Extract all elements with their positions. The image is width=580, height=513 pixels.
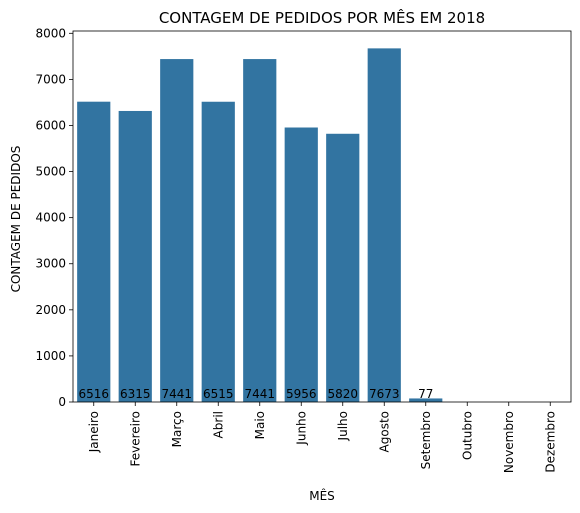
y-tick-label: 0 xyxy=(58,395,66,409)
data-label: 7441 xyxy=(161,387,192,401)
x-tick-label: Fevereiro xyxy=(128,411,142,467)
x-tick-label: Agosto xyxy=(377,411,391,452)
bar-julho xyxy=(326,133,360,402)
bar-fevereiro xyxy=(118,110,152,402)
x-tick-label: Julho xyxy=(336,411,350,441)
plot-area: 6516 6315 7441 6515 7441 5956 5820 7673 77 0 1000 2… xyxy=(35,26,572,473)
data-label: 6516 xyxy=(78,387,109,401)
bar-agosto xyxy=(367,48,401,402)
y-tick-label: 7000 xyxy=(35,72,66,86)
chart-title: CONTAGEM DE PEDIDOS POR MÊS EM 2018 xyxy=(159,8,485,27)
x-tick-label: Abril xyxy=(211,411,225,438)
x-tick-label: Outubro xyxy=(460,411,474,460)
data-label: 6315 xyxy=(120,387,151,401)
bar-janeiro xyxy=(77,101,111,402)
x-tick-label: Dezembro xyxy=(543,411,557,473)
y-tick-label: 2000 xyxy=(35,303,66,317)
y-tick-label: 1000 xyxy=(35,349,66,363)
bar-maio xyxy=(243,59,277,402)
data-label: 7441 xyxy=(244,387,275,401)
bar-junho xyxy=(284,127,318,402)
y-tick-label: 4000 xyxy=(35,211,66,225)
bar-setembro xyxy=(409,398,443,402)
data-label: 6515 xyxy=(203,387,234,401)
x-tick-label: Maio xyxy=(253,411,267,439)
data-label: 7673 xyxy=(369,387,400,401)
x-axis-label: MÊS xyxy=(309,488,335,503)
bar-março xyxy=(160,59,194,402)
y-tick-label: 6000 xyxy=(35,118,66,132)
data-label: 5956 xyxy=(286,387,317,401)
x-tick-label: Novembro xyxy=(502,411,516,473)
y-tick-label: 8000 xyxy=(35,26,66,40)
bar-abril xyxy=(201,101,235,403)
x-tick-label: Setembro xyxy=(419,411,433,469)
data-label: 5820 xyxy=(327,387,358,401)
x-tick-label: Junho xyxy=(294,411,308,446)
x-tick-label: Março xyxy=(170,411,184,447)
x-tick-label: Janeiro xyxy=(87,411,101,453)
axes-frame xyxy=(72,30,572,403)
y-axis-label: CONTAGEM DE PEDIDOS xyxy=(9,146,23,293)
y-tick-label: 3000 xyxy=(35,257,66,271)
data-label: 77 xyxy=(418,387,433,401)
y-tick-label: 5000 xyxy=(35,165,66,179)
